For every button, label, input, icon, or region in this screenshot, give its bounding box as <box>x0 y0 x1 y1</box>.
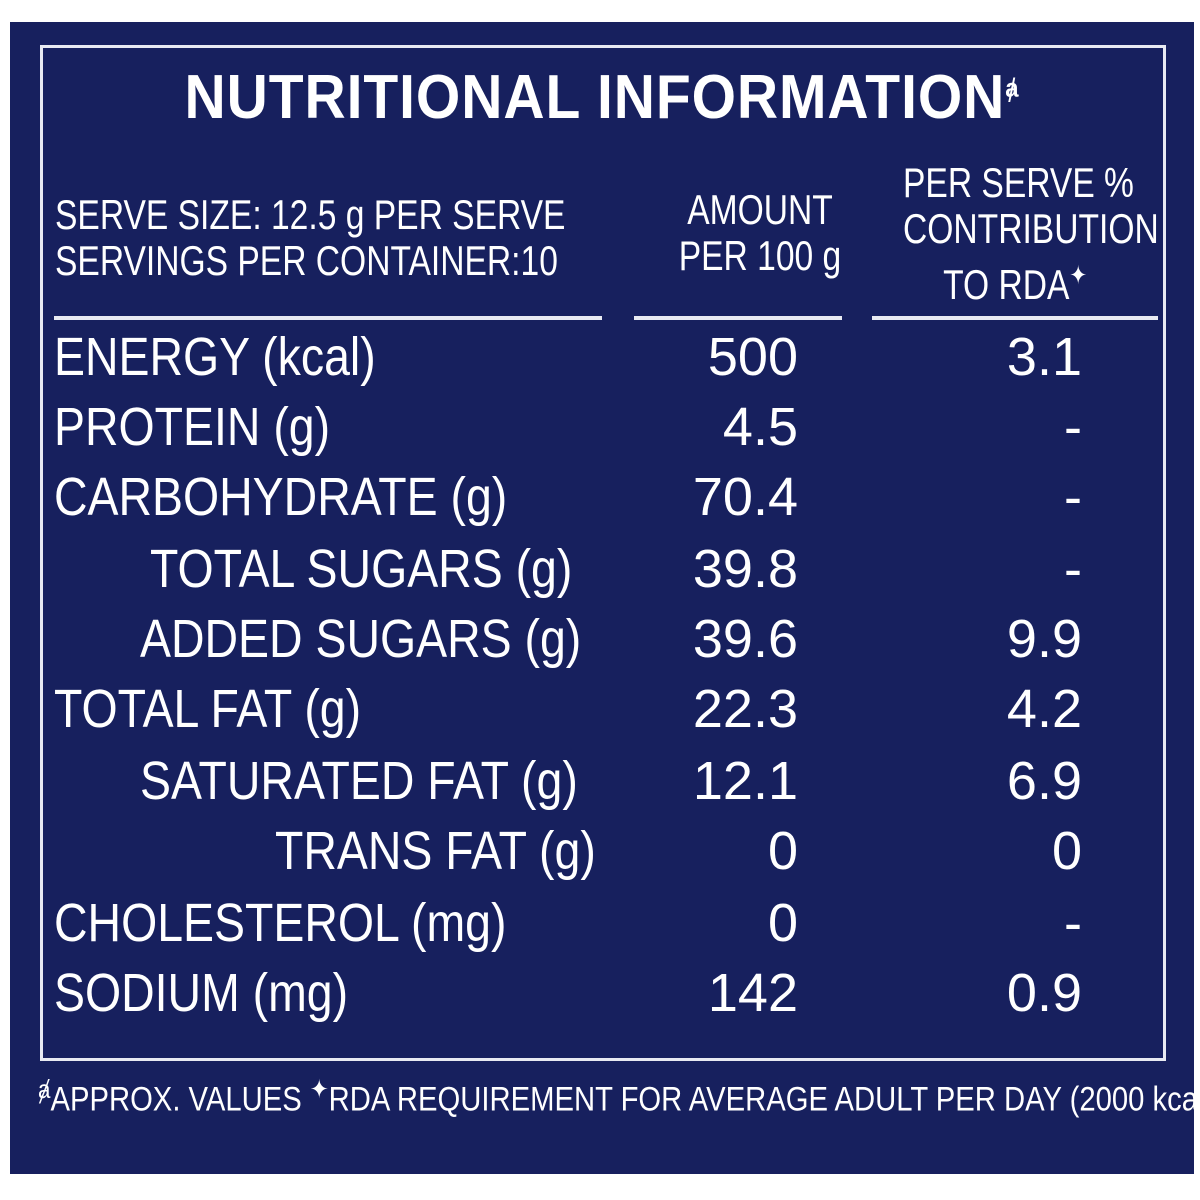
rda-column-header: PER SERVE % CONTRIBUTION TO RDA✦ <box>903 159 1159 308</box>
header-rule-middle <box>634 316 842 320</box>
nutrient-rda: 4.2 <box>1006 679 1082 739</box>
nutrition-panel: NUTRITIONAL INFORMATIONⱥ SERVE SIZE: 12.… <box>10 22 1200 1174</box>
nutrient-amount: 39.8 <box>692 539 798 599</box>
nutrient-rda: 0 <box>1051 821 1082 881</box>
rda-header-line2: CONTRIBUTION <box>903 205 1159 252</box>
table-row: PROTEIN (g) 4.5 - <box>10 392 1194 462</box>
rda-header-line3: TO RDA✦ <box>903 252 1127 308</box>
table-row: TOTAL FAT (g) 22.3 4.2 <box>10 674 1194 744</box>
nutrient-rda: - <box>1064 539 1082 599</box>
nutrient-amount: 39.6 <box>692 609 798 669</box>
panel-title: NUTRITIONAL INFORMATIONⱥ <box>57 62 1146 133</box>
amount-column-header: AMOUNT PER 100 g <box>656 187 864 279</box>
nutrient-rda: 0.9 <box>1006 963 1082 1023</box>
nutrient-amount: 70.4 <box>692 467 798 527</box>
nutrient-rda: - <box>1064 893 1082 953</box>
nutrient-name: CHOLESTEROL (mg) <box>54 893 507 953</box>
servings-per-container: SERVINGS PER CONTAINER:10 <box>55 237 558 284</box>
nutrient-amount: 0 <box>767 893 798 953</box>
approx-mark-icon: ⱥ <box>1005 72 1020 103</box>
nutrient-amount: 142 <box>707 963 798 1023</box>
amount-header-line2: PER 100 g <box>678 232 842 279</box>
table-row: SODIUM (mg) 142 0.9 <box>10 958 1194 1028</box>
nutrient-name: CARBOHYDRATE (g) <box>54 467 508 527</box>
table-row: ADDED SUGARS (g) 39.6 9.9 <box>10 604 1194 674</box>
nutrient-amount: 500 <box>707 327 798 387</box>
serve-info: SERVE SIZE: 12.5 g PER SERVE SERVINGS PE… <box>55 192 565 284</box>
table-row: CARBOHYDRATE (g) 70.4 - <box>10 462 1194 532</box>
nutrient-name: SATURATED FAT (g) <box>140 751 578 811</box>
nutrient-name: TOTAL SUGARS (g) <box>150 539 573 599</box>
nutrient-name: ENERGY (kcal) <box>54 327 376 387</box>
nutrient-amount: 0 <box>767 821 798 881</box>
footnote-rda: RDA REQUIREMENT FOR AVERAGE ADULT PER DA… <box>328 1080 1200 1119</box>
footnote: ⱥAPPROX. VALUES ✦RDA REQUIREMENT FOR AVE… <box>38 1074 1200 1119</box>
nutrient-name: PROTEIN (g) <box>54 397 331 457</box>
rda-header-text: TO RDA <box>943 261 1070 308</box>
nutrient-amount: 4.5 <box>722 397 798 457</box>
rda-header-line1: PER SERVE % <box>903 159 1134 206</box>
table-row: TOTAL SUGARS (g) 39.8 - <box>10 534 1194 604</box>
nutrient-name: ADDED SUGARS (g) <box>140 609 582 669</box>
nutrient-amount: 22.3 <box>692 679 798 739</box>
approx-mark-icon: ⱥ <box>38 1074 51 1104</box>
rda-mark-icon: ✦ <box>309 1074 329 1104</box>
table-row: ENERGY (kcal) 500 3.1 <box>10 322 1194 392</box>
title-text: NUTRITIONAL INFORMATION <box>184 63 1006 132</box>
nutrient-rda: 3.1 <box>1006 327 1082 387</box>
nutrient-amount: 12.1 <box>692 751 798 811</box>
footnote-approx: APPROX. VALUES <box>50 1080 302 1119</box>
table-row: TRANS FAT (g) 0 0 <box>10 816 1194 886</box>
rda-mark-icon: ✦ <box>1069 260 1087 290</box>
nutrient-name: TOTAL FAT (g) <box>54 679 362 739</box>
table-row: CHOLESTEROL (mg) 0 - <box>10 888 1194 958</box>
nutrient-rda: - <box>1064 467 1082 527</box>
serve-size: SERVE SIZE: 12.5 g PER SERVE <box>55 191 566 238</box>
table-row: SATURATED FAT (g) 12.1 6.9 <box>10 746 1194 816</box>
nutrient-name: TRANS FAT (g) <box>275 821 596 881</box>
amount-header-line1: AMOUNT <box>687 186 833 233</box>
header-rule-left <box>54 316 602 320</box>
nutrient-rda: 6.9 <box>1006 751 1082 811</box>
nutrient-rda: 9.9 <box>1006 609 1082 669</box>
nutrient-name: SODIUM (mg) <box>54 963 349 1023</box>
nutrition-table-frame <box>40 45 1166 1061</box>
header-rule-right <box>872 316 1158 320</box>
nutrient-rda: - <box>1064 397 1082 457</box>
